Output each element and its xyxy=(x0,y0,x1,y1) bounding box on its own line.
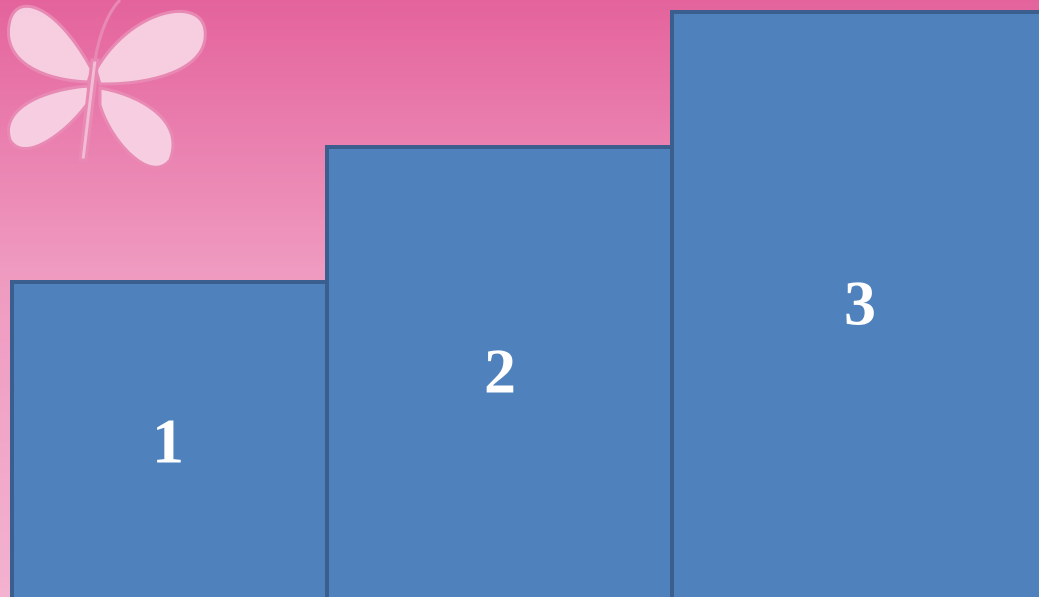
block-label: 3 xyxy=(844,268,876,339)
block-label: 1 xyxy=(152,406,184,477)
slide: 1 2 3 xyxy=(0,0,1039,597)
block-label: 2 xyxy=(484,336,516,407)
